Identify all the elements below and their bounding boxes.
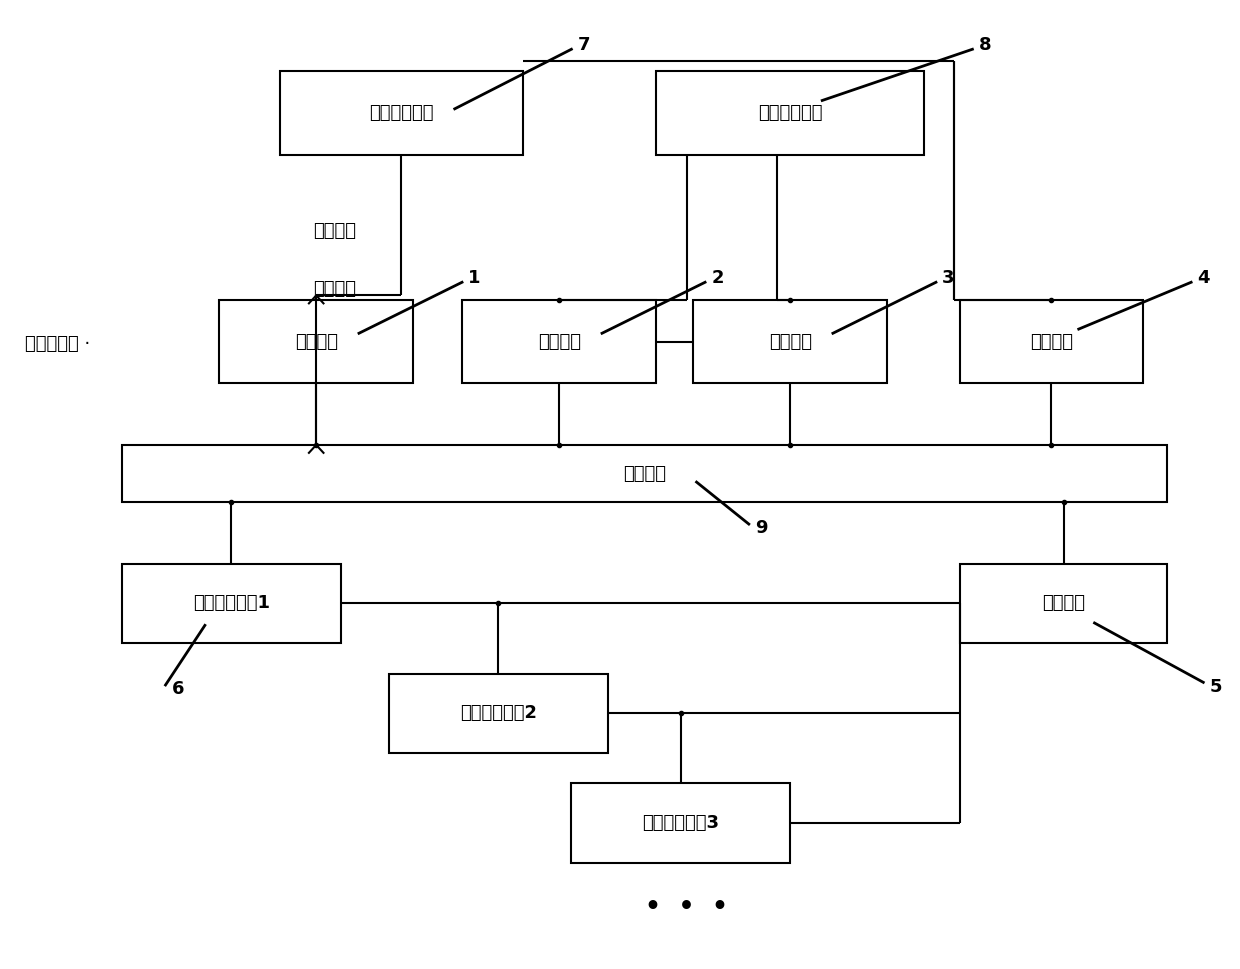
Bar (280, 72, 523, 155)
Text: 6: 6 (171, 680, 184, 699)
Text: 2: 2 (712, 268, 724, 287)
Text: 7: 7 (578, 36, 590, 54)
Text: 气压调控模块: 气压调控模块 (758, 104, 822, 122)
Bar (693, 299, 888, 384)
Text: 1: 1 (467, 268, 481, 287)
Bar (960, 299, 1142, 384)
Bar (389, 673, 608, 753)
Text: 进料模块: 进料模块 (769, 332, 812, 351)
Text: 不合格品

废弃物料: 不合格品 废弃物料 (312, 222, 356, 298)
Text: 3: 3 (942, 268, 955, 287)
Text: 出料模块: 出料模块 (295, 332, 337, 351)
Text: 液体操作模块1: 液体操作模块1 (192, 594, 269, 612)
Text: 储料模块: 储料模块 (1030, 332, 1073, 351)
Text: 8: 8 (978, 36, 991, 54)
Text: 转运通道: 转运通道 (622, 464, 666, 483)
Text: 合格品出料 ·: 合格品出料 · (25, 335, 89, 353)
Text: •  •  •: • • • (645, 894, 728, 919)
Text: 培养模块: 培养模块 (1042, 594, 1085, 612)
Text: 废料存储模块: 废料存储模块 (370, 104, 434, 122)
Bar (122, 564, 341, 642)
Text: 液体操作模块2: 液体操作模块2 (460, 704, 537, 722)
Bar (463, 299, 656, 384)
Text: 4: 4 (1198, 268, 1210, 287)
Bar (219, 299, 413, 384)
Text: 5: 5 (1209, 677, 1221, 696)
Text: 液体操作模块3: 液体操作模块3 (642, 814, 719, 832)
Text: 检验模块: 检验模块 (538, 332, 580, 351)
Bar (656, 72, 924, 155)
Bar (960, 564, 1167, 642)
Text: 9: 9 (755, 519, 768, 538)
Bar (572, 784, 790, 862)
Bar (122, 445, 1167, 502)
